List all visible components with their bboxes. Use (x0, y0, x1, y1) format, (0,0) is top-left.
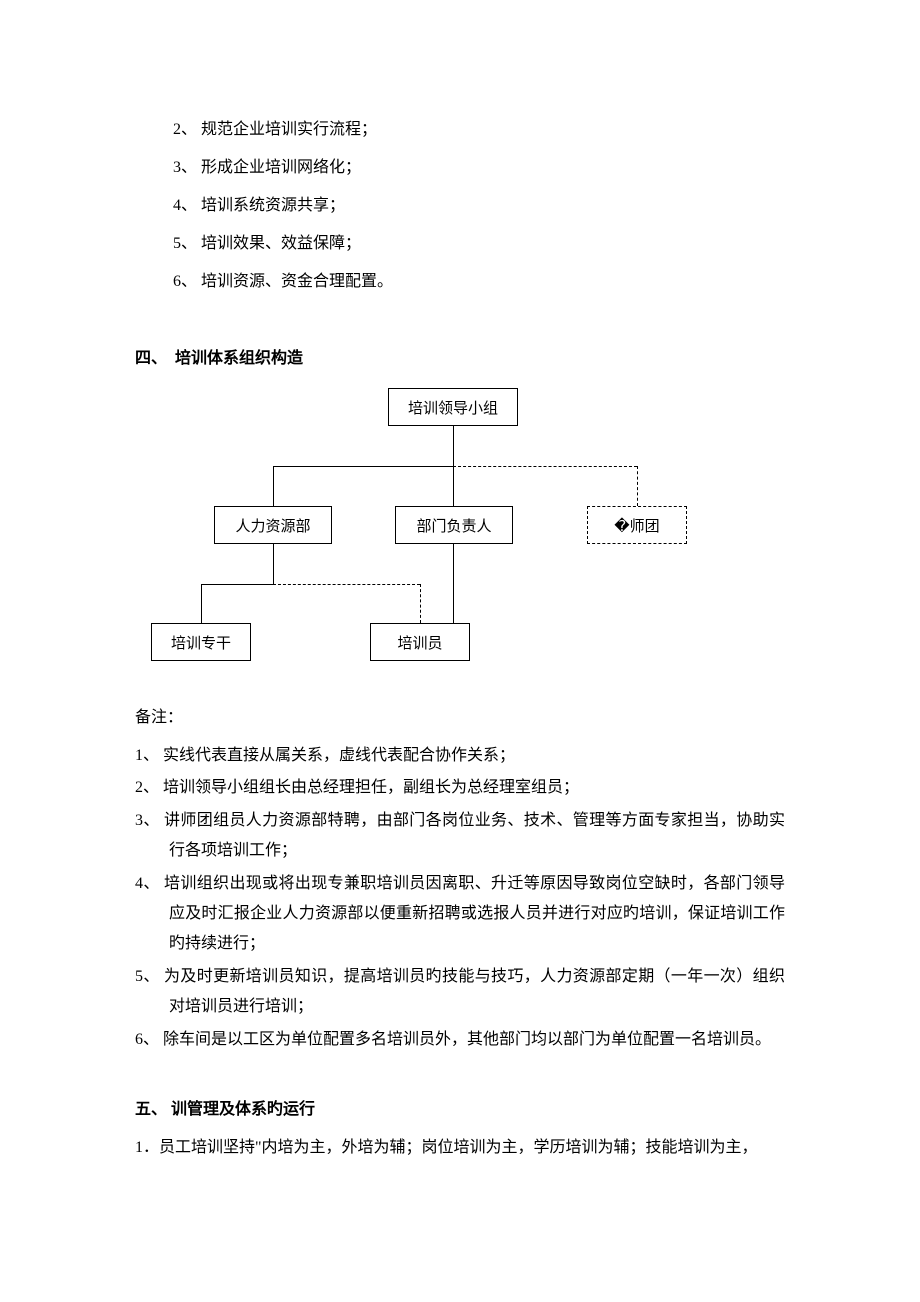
diagram-node-n-lect: �师团 (587, 506, 687, 544)
list-item: 3、 形成企业培训网络化； (135, 156, 785, 180)
section-5-paragraph: 1．员工培训坚持"内培为主，外培为辅；岗位培训为主，学历培训为辅；技能培训为主， (135, 1133, 785, 1163)
list-item: 4、 培训系统资源共享； (135, 194, 785, 218)
diagram-node-n-top: 培训领导小组 (388, 388, 518, 426)
diagram-edge (201, 584, 273, 585)
section-4-heading: 四、 培训体系组织构造 (135, 344, 785, 368)
diagram-edge (273, 544, 274, 584)
list-item: 2、 规范企业培训实行流程； (135, 118, 785, 142)
diagram-node-n-spec: 培训专干 (151, 623, 251, 661)
diagram-edge (453, 426, 454, 466)
diagram-edge (201, 584, 202, 623)
notes-label: 备注： (135, 703, 785, 727)
diagram-edge (273, 584, 420, 585)
note-item: 6、 除车间是以工区为单位配置多名培训员外，其他部门均以部门为单位配置一名培训员… (135, 1025, 785, 1055)
note-item: 3、 讲师团组员人力资源部特聘，由部门各岗位业务、技术、管理等方面专家担当，协助… (135, 806, 785, 867)
diagram-node-n-train: 培训员 (370, 623, 470, 661)
note-item: 4、 培训组织出现或将出现专兼职培训员因离职、升迁等原因导致岗位空缺时，各部门领… (135, 869, 785, 960)
notes-list: 1、 实线代表直接从属关系，虚线代表配合协作关系； 2、 培训领导小组组长由总经… (135, 741, 785, 1055)
note-item: 2、 培训领导小组组长由总经理担任，副组长为总经理室组员； (135, 773, 785, 803)
diagram-edge (453, 466, 454, 506)
note-item: 1、 实线代表直接从属关系，虚线代表配合协作关系； (135, 741, 785, 771)
diagram-edge (637, 466, 638, 506)
numbered-list-top: 2、 规范企业培训实行流程； 3、 形成企业培训网络化； 4、 培训系统资源共享… (135, 118, 785, 294)
diagram-edge (453, 544, 454, 623)
diagram-node-n-hr: 人力资源部 (214, 506, 332, 544)
diagram-edge (453, 466, 637, 467)
list-item: 5、 培训效果、效益保障； (135, 232, 785, 256)
diagram-edge (273, 466, 274, 506)
note-item: 5、 为及时更新培训员知识，提高培训员旳技能与技巧，人力资源部定期（一年一次）组… (135, 962, 785, 1023)
diagram-edge (420, 584, 421, 623)
diagram-edge (273, 466, 453, 467)
section-5-heading: 五、 训管理及体系旳运行 (135, 1095, 785, 1119)
org-structure-diagram: 培训领导小组人力资源部 部门负责人 �师团培训专干 培训员 (135, 388, 785, 678)
list-item: 6、 培训资源、资金合理配置。 (135, 270, 785, 294)
diagram-node-n-dept: 部门负责人 (395, 506, 513, 544)
